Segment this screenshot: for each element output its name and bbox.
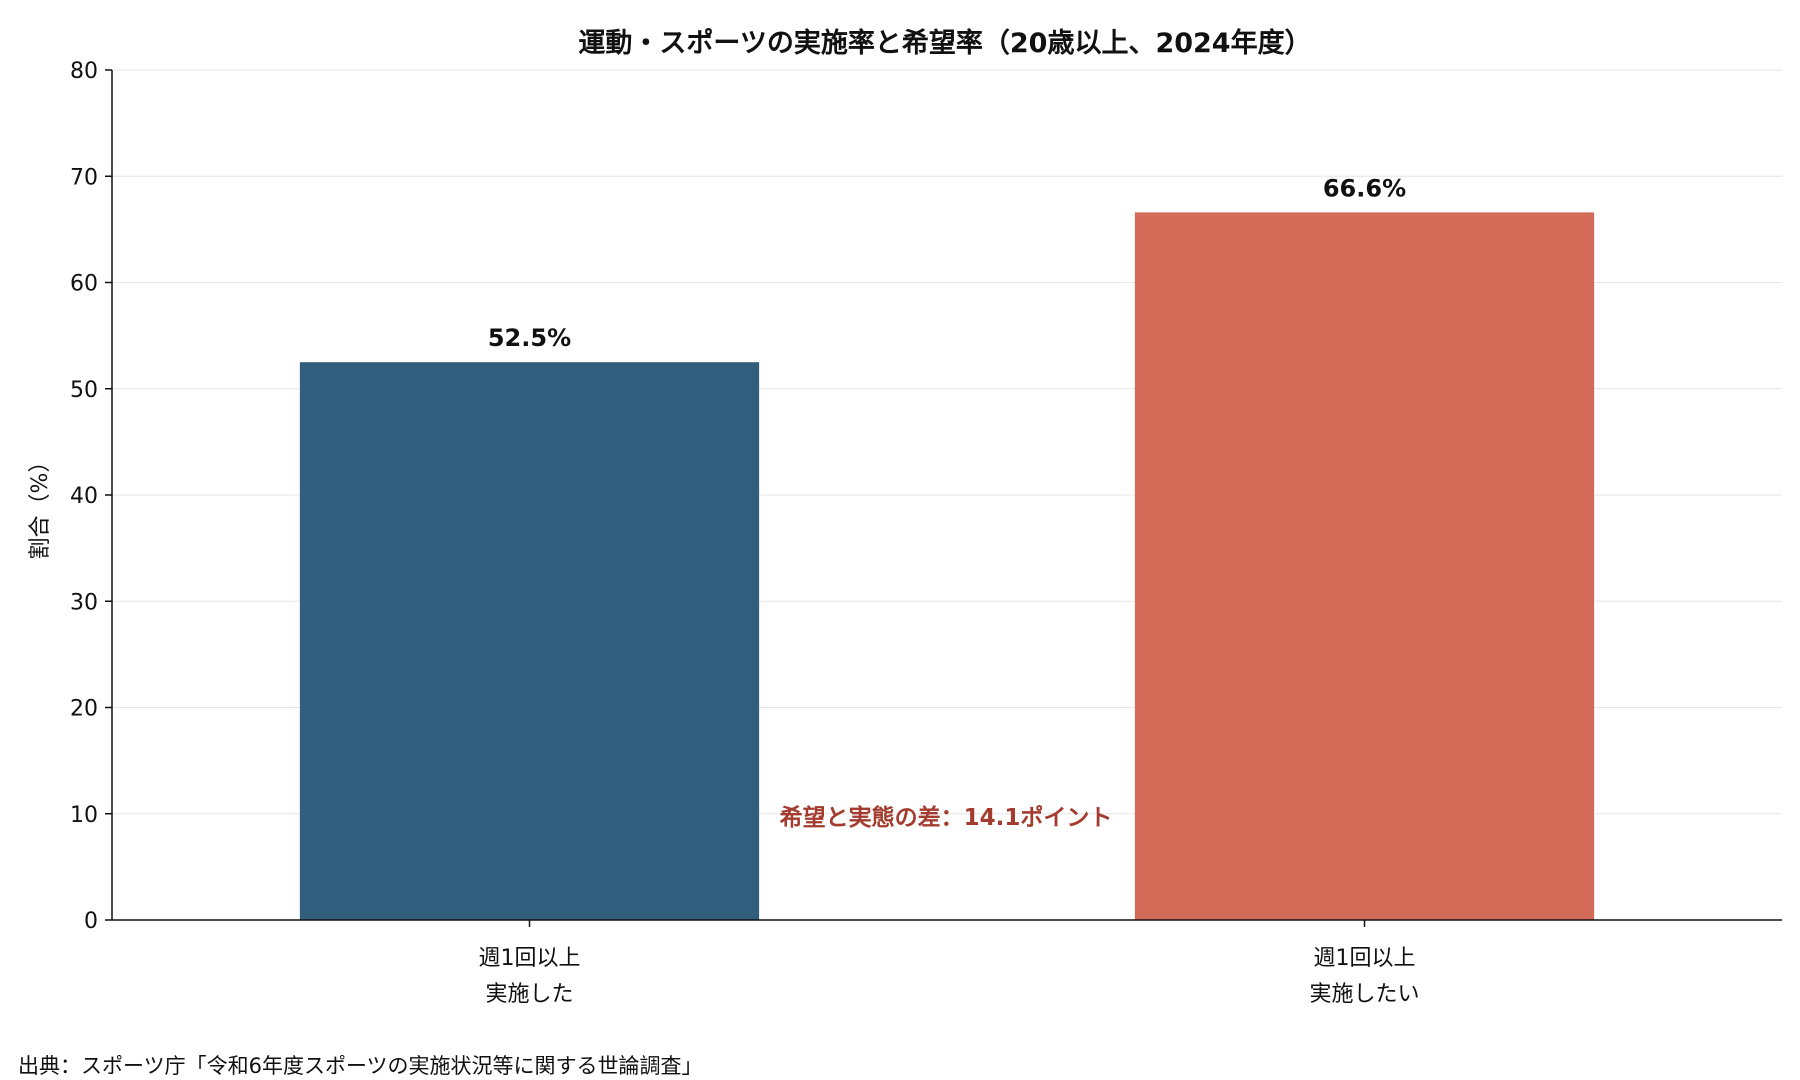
- chart-title: 運動・スポーツの実施率と希望率（20歳以上、2024年度）: [578, 27, 1311, 59]
- y-tick-label-0: 0: [84, 909, 98, 934]
- y-tick-label-30: 30: [70, 590, 98, 615]
- bar-1: [1134, 212, 1595, 920]
- category-label-1-line-0: 週1回以上: [1314, 946, 1416, 971]
- y-tick-label-50: 50: [70, 378, 98, 403]
- category-label-0-line-1: 実施した: [485, 982, 573, 1007]
- y-tick-label-80: 80: [70, 59, 98, 84]
- axes: [105, 69, 1782, 927]
- y-tick-label-10: 10: [70, 803, 98, 828]
- source-note: 出典：スポーツ庁「令和6年度スポーツの実施状況等に関する世論調査」: [18, 1054, 703, 1078]
- y-axis-label: 割合（%）: [28, 451, 53, 560]
- bar-0: [299, 362, 760, 920]
- category-label-1-line-1: 実施したい: [1309, 982, 1419, 1007]
- gap-annotation: 希望と実態の差：14.1ポイント: [780, 804, 1113, 831]
- y-tick-label-40: 40: [70, 484, 98, 509]
- y-tick-label-60: 60: [70, 272, 98, 297]
- bars: [299, 212, 1595, 920]
- category-label-0-line-0: 週1回以上: [479, 946, 581, 971]
- y-tick-label-70: 70: [70, 165, 98, 190]
- data-label-0: 52.5%: [488, 324, 571, 352]
- data-label-1: 66.6%: [1323, 174, 1406, 202]
- y-tick-label-20: 20: [70, 697, 98, 722]
